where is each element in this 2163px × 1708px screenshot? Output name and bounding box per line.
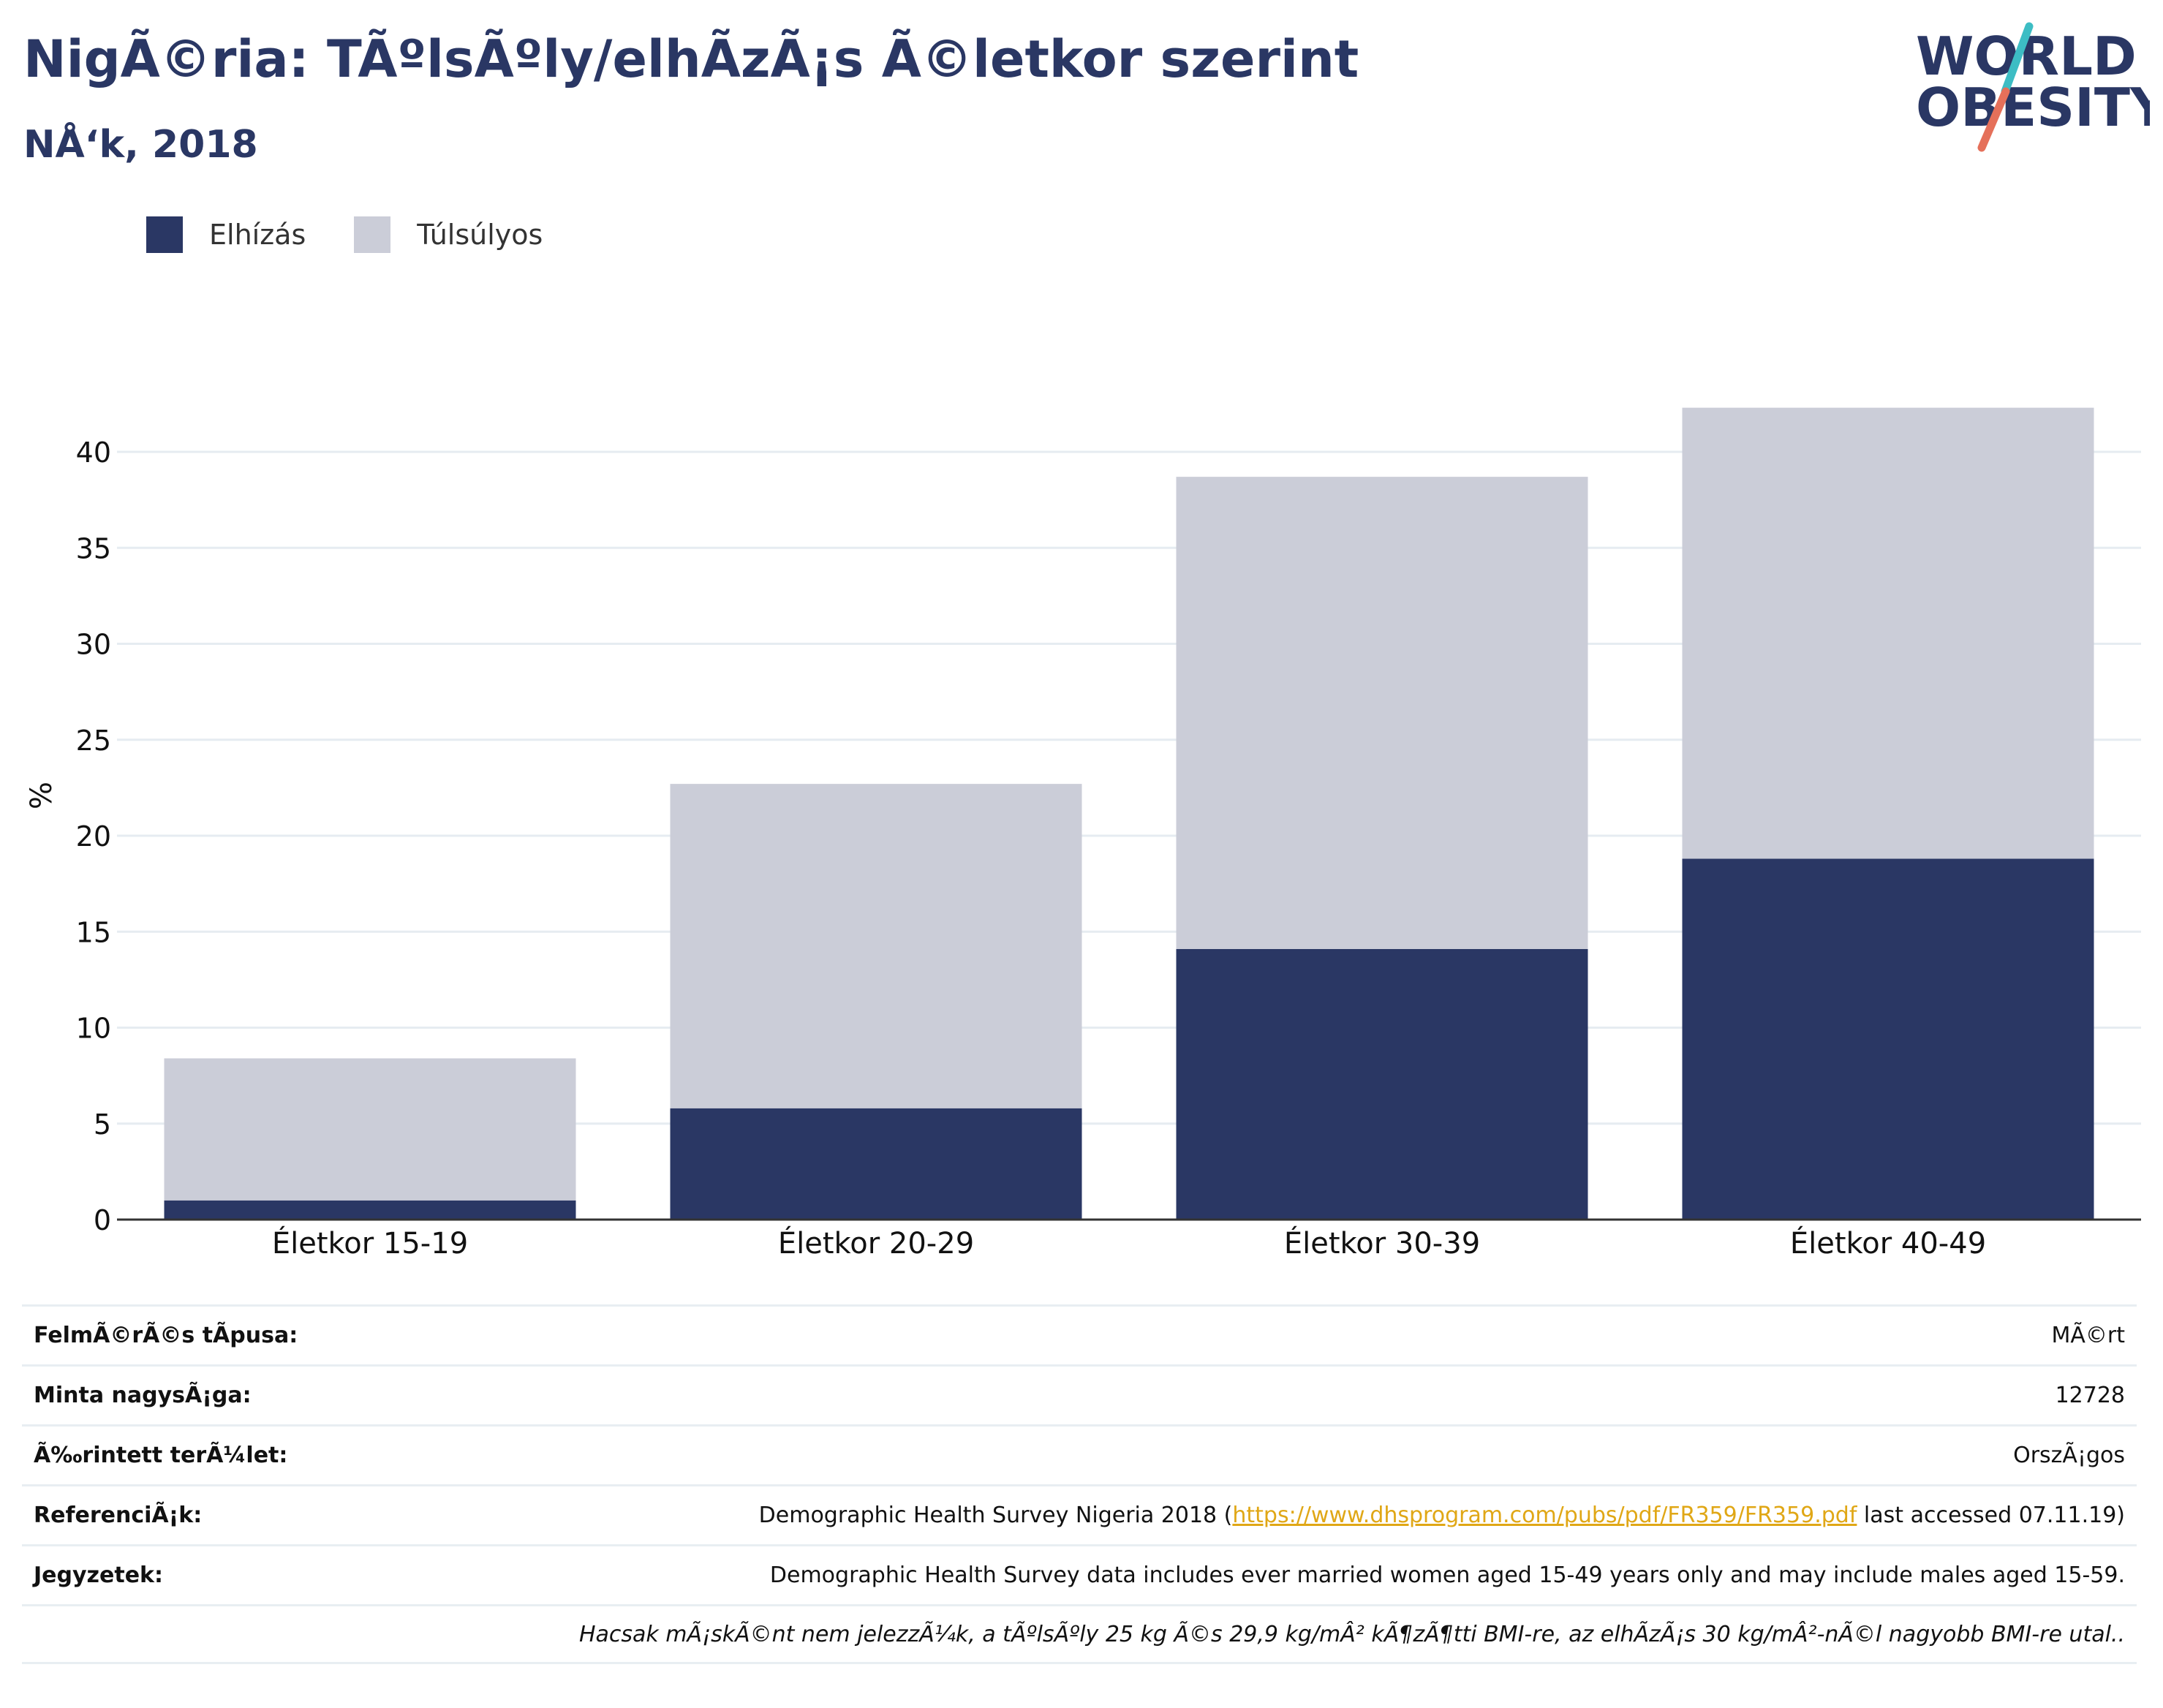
y-tick-label: 35 bbox=[76, 532, 111, 564]
bar-obesity-3[interactable] bbox=[1176, 948, 1588, 1220]
info-row-sample-size: Minta nagysÃ¡ga: 12728 bbox=[22, 1364, 2137, 1424]
y-tick-label: 5 bbox=[94, 1108, 111, 1141]
bar-overweight-2[interactable] bbox=[670, 784, 1082, 1108]
y-tick-label: 20 bbox=[76, 820, 111, 853]
chart-legend: Elhízás Túlsúlyos bbox=[146, 216, 565, 253]
references-suffix: last accessed 07.11.19) bbox=[1857, 1503, 2125, 1528]
legend-swatch-overweight bbox=[354, 216, 391, 253]
survey-type-label: FelmÃ©rÃ©s tÃ­pusa: bbox=[34, 1323, 298, 1348]
info-row-survey-type: FelmÃ©rÃ©s tÃ­pusa: MÃ©rt bbox=[22, 1304, 2137, 1364]
info-row-references: ReferenciÃ¡k: Demographic Health Survey … bbox=[22, 1484, 2137, 1544]
bar-obesity-2[interactable] bbox=[670, 1108, 1082, 1220]
logo-line2: OBESITY bbox=[1916, 77, 2150, 138]
references-prefix: Demographic Health Survey Nigeria 2018 ( bbox=[758, 1503, 1233, 1528]
legend-item-overweight[interactable]: Túlsúlyos bbox=[354, 216, 543, 253]
y-axis-ticks: 0 5 10 15 20 25 30 35 40 bbox=[76, 437, 111, 1236]
sample-size-value: 12728 bbox=[2055, 1383, 2125, 1408]
info-table: FelmÃ©rÃ©s tÃ­pusa: MÃ©rt Minta nagysÃ¡g… bbox=[22, 1304, 2137, 1664]
y-axis-label: % bbox=[25, 782, 58, 809]
references-value: Demographic Health Survey Nigeria 2018 (… bbox=[759, 1503, 2125, 1528]
x-tick-label: Életkor 30-39 bbox=[1284, 1225, 1480, 1261]
logo-slash-teal bbox=[2001, 22, 2034, 96]
logo-slash-coral bbox=[1977, 87, 2010, 152]
bar-obesity-4[interactable] bbox=[1682, 858, 2094, 1220]
area-label: Ã‰rintett terÃ¼let: bbox=[34, 1443, 288, 1468]
chart-bars bbox=[164, 407, 2094, 1220]
legend-item-obesity[interactable]: Elhízás bbox=[146, 216, 306, 253]
legend-label-obesity: Elhízás bbox=[209, 219, 306, 251]
info-row-footnote: Hacsak mÃ¡skÃ©nt nem jelezzÃ¼k, a tÃºlsÃ… bbox=[22, 1604, 2137, 1664]
survey-type-value: MÃ©rt bbox=[2051, 1323, 2125, 1348]
y-tick-label: 10 bbox=[76, 1013, 111, 1045]
info-row-area: Ã‰rintett terÃ¼let: OrszÃ¡gos bbox=[22, 1424, 2137, 1484]
x-tick-label: Életkor 40-49 bbox=[1790, 1225, 1986, 1261]
bar-obesity-1[interactable] bbox=[164, 1200, 576, 1220]
y-tick-label: 25 bbox=[76, 725, 111, 757]
footnote-text: Hacsak mÃ¡skÃ©nt nem jelezzÃ¼k, a tÃºlsÃ… bbox=[578, 1621, 2125, 1647]
x-tick-label: Életkor 20-29 bbox=[778, 1225, 974, 1261]
bar-overweight-3[interactable] bbox=[1176, 477, 1588, 949]
area-value: OrszÃ¡gos bbox=[2013, 1443, 2125, 1468]
world-obesity-logo: WORLD OBESITY bbox=[1901, 22, 2150, 154]
chart-title: NigÃ©ria: TÃºlsÃºly/elhÃ­zÃ¡s Ã©letkor s… bbox=[23, 29, 1359, 89]
notes-value: Demographic Health Survey data includes … bbox=[769, 1562, 2125, 1588]
bar-overweight-4[interactable] bbox=[1682, 407, 2094, 859]
x-axis-ticks: Életkor 15-19 Életkor 20-29 Életkor 30-39 É… bbox=[272, 1225, 1986, 1261]
chart-subtitle: NÅ‘k, 2018 bbox=[23, 123, 258, 167]
references-link[interactable]: https://www.dhsprogram.com/pubs/pdf/FR35… bbox=[1232, 1503, 1857, 1528]
references-label: ReferenciÃ¡k: bbox=[34, 1503, 203, 1528]
notes-label: Jegyzetek: bbox=[34, 1562, 163, 1588]
x-tick-label: Életkor 15-19 bbox=[272, 1225, 468, 1261]
y-tick-label: 30 bbox=[76, 629, 111, 661]
legend-swatch-obesity bbox=[146, 216, 183, 253]
y-tick-label: 0 bbox=[94, 1204, 111, 1236]
bar-overweight-1[interactable] bbox=[164, 1058, 576, 1201]
info-row-notes: Jegyzetek: Demographic Health Survey dat… bbox=[22, 1544, 2137, 1604]
legend-label-overweight: Túlsúlyos bbox=[417, 219, 543, 251]
y-tick-label: 40 bbox=[76, 437, 111, 469]
stacked-bar-chart: 0 5 10 15 20 25 30 35 40 Életkor 15-19 Életkor 20… bbox=[25, 407, 2141, 1261]
sample-size-label: Minta nagysÃ¡ga: bbox=[34, 1383, 252, 1408]
y-tick-label: 15 bbox=[76, 916, 111, 948]
